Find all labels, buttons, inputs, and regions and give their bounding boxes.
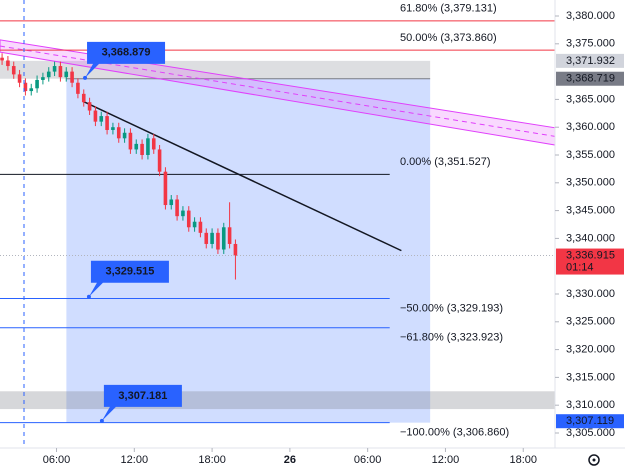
candle-body [163,171,168,206]
candle-body [157,149,162,172]
candle-body [17,74,22,83]
candle-body [116,127,121,139]
fib-label: 50.00% (3,373.860) [400,32,497,44]
candle-body [58,66,63,78]
y-tick-label: 3,315.000 [566,371,615,383]
price-label: 3,307.119 [566,415,614,427]
callout-box [88,260,169,297]
candle-body [64,71,69,78]
y-tick-label: 3,325.000 [566,316,615,328]
gray-band [0,391,555,410]
x-tick-label: 12:00 [432,454,460,466]
candle-body [70,71,74,83]
candle-body [111,127,115,130]
position-box [66,78,431,423]
x-tick-label: 18:00 [509,454,537,466]
price-label: 3,371.932 [566,55,615,67]
price-label-box [556,53,624,68]
candle-body [87,102,92,111]
position-top [0,60,431,79]
price-label: 3,336.915 [566,249,615,261]
candle-body [186,210,191,228]
candle-body [122,132,127,139]
candle-body [146,138,150,156]
candle-body [140,143,144,156]
price-label-box [556,414,624,429]
y-tick-label: 3,365.000 [566,93,615,105]
y-tick-label: 3,320.000 [566,343,615,355]
candle-body [93,110,98,122]
callout-label: 3,329.515 [105,266,154,278]
candle-body [29,88,34,92]
settings-icon[interactable] [588,454,600,466]
candle-body [151,138,156,150]
candle-body [35,79,39,89]
candle-body [198,221,203,233]
y-tick-label: 3,350.000 [566,177,615,189]
callout-label: 3,307.181 [118,390,167,402]
y-tick-label: 3,330.000 [566,288,615,300]
candle-body [175,199,179,217]
candle-body [105,116,109,130]
callout-box [101,384,182,421]
price-countdown: 01:14 [566,261,594,273]
candle-body [192,221,197,228]
x-tick-label: 26 [284,454,296,466]
y-tick-label: 3,340.000 [566,232,615,244]
candle-body [11,66,16,75]
fib-label: −61.80% (3,323.923) [400,332,503,344]
y-tick-label: 3,305.000 [566,427,615,439]
candle-body [169,199,174,206]
candle-body [23,82,28,92]
price-label-box [556,71,624,86]
y-tick-label: 3,380.000 [566,10,615,22]
candle-body [210,232,214,244]
y-tick-label: 3,375.000 [566,38,615,50]
x-tick-label: 06:00 [354,454,382,466]
candle-body [128,132,133,150]
price-label: 3,368.719 [566,73,615,85]
candle-body [181,210,185,217]
candle-body [233,243,238,256]
fib-label: 0.00% (3,351.527) [400,156,491,168]
candle-body [0,57,4,61]
price-label-box [556,248,624,275]
candle-body [216,232,220,250]
x-tick-label: 06:00 [43,454,71,466]
y-tick-label: 3,345.000 [566,205,615,217]
trend-line [82,100,402,252]
plot-area: 61.80% (3,379.131) 50.00% (3,373.860) 0.00… [0,3,556,439]
callout-box [85,41,166,78]
candle-body [204,232,209,244]
candle-body [134,143,139,150]
y-tick-label: 3,360.000 [566,121,615,133]
x-tick-label: 12:00 [121,454,149,466]
candle-body [76,82,80,94]
candle-body [46,71,51,78]
candle-body [99,116,104,122]
candle-body [41,77,45,80]
fib-label: −50.00% (3,329.193) [400,302,503,314]
candle-body [221,227,226,250]
candle-body [81,93,86,103]
fib-label: 61.80% (3,379.131) [400,3,497,15]
x-tick-label: 18:00 [198,454,226,466]
callout-label: 3,368.879 [102,47,151,59]
candle-body [52,66,57,72]
y-tick-label: 3,310.000 [566,399,615,411]
y-tick-label: 3,355.000 [566,149,615,161]
fib-label: −100.00% (3,306.860) [400,427,509,439]
candle-body [6,60,10,67]
candle-body [227,227,232,244]
